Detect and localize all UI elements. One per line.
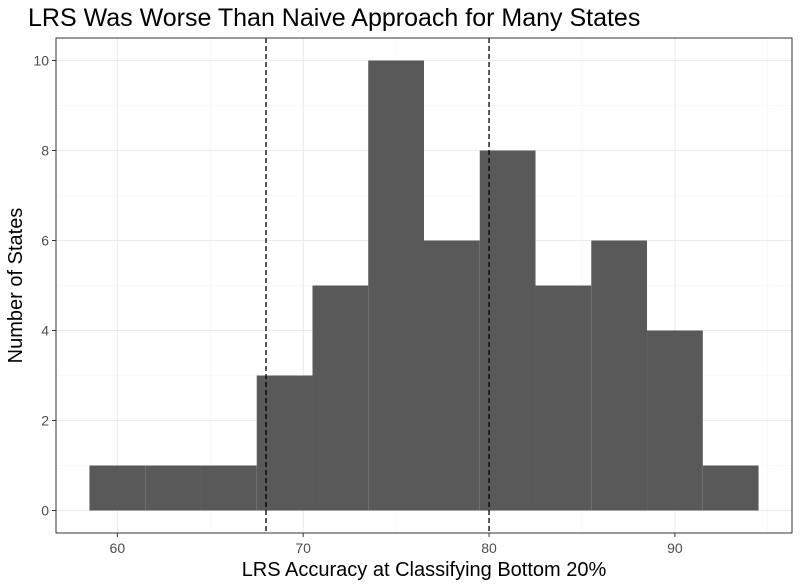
x-tick-label: 70: [295, 540, 311, 556]
histogram-bar: [312, 285, 369, 511]
histogram-bar: [256, 375, 313, 511]
histogram-bar: [702, 465, 759, 511]
histogram-bar: [89, 465, 146, 511]
axis-ticks: 60 70 80 90 0 2 4 6 8 10: [33, 53, 682, 557]
histogram-bar: [424, 240, 480, 511]
histogram-bar: [591, 240, 648, 511]
y-tick-label: 10: [33, 53, 49, 69]
histogram-bar: [368, 60, 424, 511]
x-tick-label: 80: [481, 540, 497, 556]
y-tick-label: 0: [41, 503, 49, 519]
x-tick-label: 60: [110, 540, 126, 556]
y-axis-title: Number of States: [5, 208, 27, 364]
y-tick-label: 6: [41, 233, 49, 249]
chart-title: LRS Was Worse Than Naive Approach for Ma…: [28, 4, 641, 32]
y-tick-label: 2: [41, 413, 49, 429]
histogram-bar: [647, 330, 703, 511]
x-axis-title: LRS Accuracy at Classifying Bottom 20%: [242, 559, 607, 581]
x-tick-label: 90: [667, 540, 683, 556]
reference-lines: [265, 38, 490, 533]
histogram-bars: [89, 60, 759, 511]
panel-border: [55, 37, 793, 534]
histogram-bar: [535, 285, 592, 511]
y-tick-label: 4: [41, 323, 49, 339]
histogram-bar: [479, 150, 536, 511]
y-tick-label: 8: [41, 143, 49, 159]
histogram-bar: [145, 465, 201, 511]
histogram-bar: [200, 465, 257, 511]
